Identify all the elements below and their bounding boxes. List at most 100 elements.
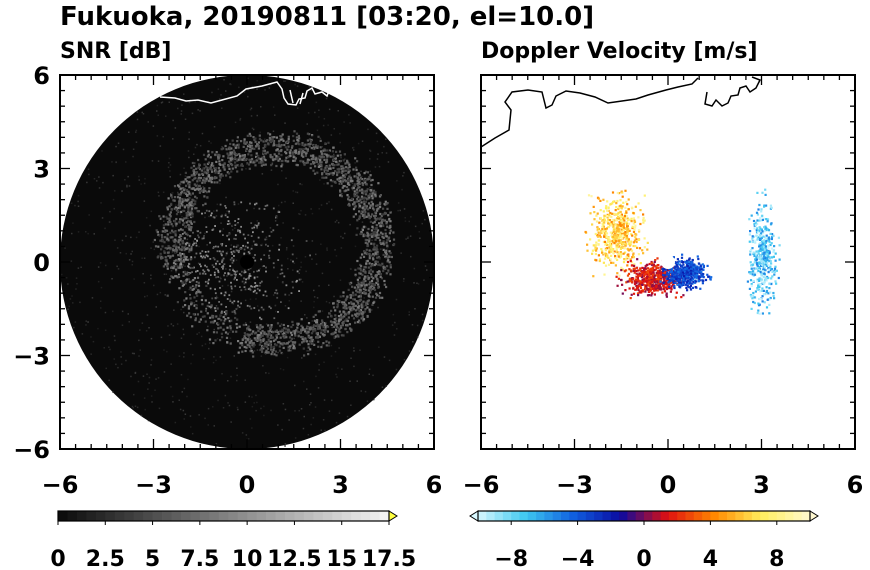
snr-noise-pixel (257, 155, 260, 157)
doppler-echo-pixel (605, 236, 608, 239)
doppler-echo-pixel (643, 274, 646, 277)
snr-echo-pixel (214, 297, 217, 300)
doppler-echo-pixel (619, 245, 622, 248)
snr-echo-pixel (187, 208, 190, 212)
doppler-echo-pixel (698, 266, 701, 269)
snr-noise-pixel (236, 244, 238, 246)
snr-noise-pixel (167, 166, 170, 169)
doppler-echo-pixel (646, 248, 649, 251)
doppler-echo-pixel (590, 195, 593, 198)
doppler-echo-pixel (612, 223, 615, 226)
snr-noise-pixel (188, 156, 190, 159)
snr-noise-pixel (372, 236, 375, 238)
snr-echo-pixel (246, 209, 248, 212)
snr-echo-pixel (359, 267, 362, 270)
snr-echo-pixel (251, 147, 254, 150)
snr-echo-pixel (255, 202, 258, 205)
snr-echo-pixel (330, 184, 333, 188)
snr-noise-pixel (175, 204, 177, 206)
snr-noise-pixel (90, 336, 92, 338)
snr-noise-pixel (336, 219, 338, 222)
snr-echo-pixel (212, 164, 215, 167)
snr-echo-pixel (380, 231, 383, 234)
snr-echo-pixel (367, 240, 371, 243)
snr-echo-pixel (374, 195, 377, 198)
snr-noise-pixel (381, 248, 383, 250)
doppler-echo-pixel (621, 243, 624, 246)
snr-noise-pixel (160, 102, 163, 104)
snr-noise-pixel (189, 415, 192, 417)
snr-noise-pixel (226, 251, 229, 253)
doppler-echo-pixel (617, 211, 620, 214)
doppler-echo-pixel (641, 273, 644, 276)
snr-echo-pixel (336, 304, 339, 307)
snr-noise-pixel (335, 373, 337, 376)
snr-echo-pixel (379, 225, 383, 228)
snr-noise-pixel (253, 350, 256, 352)
snr-echo-pixel (213, 246, 215, 248)
snr-echo-pixel (225, 306, 227, 308)
snr-echo-pixel (278, 248, 280, 251)
doppler-echo-pixel (655, 278, 658, 281)
snr-noise-pixel (109, 348, 111, 351)
doppler-echo-pixel (636, 285, 639, 289)
snr-echo-pixel (253, 226, 256, 229)
snr-echo-pixel (194, 256, 196, 259)
snr-echo-pixel (281, 163, 284, 166)
snr-echo-pixel (179, 182, 182, 186)
snr-echo-pixel (352, 317, 356, 320)
doppler-echo-pixel (609, 250, 613, 253)
snr-noise-pixel (138, 179, 140, 181)
snr-echo-pixel (195, 300, 198, 302)
snr-noise-pixel (127, 313, 129, 315)
snr-echo-pixel (357, 267, 360, 270)
snr-echo-pixel (282, 346, 285, 349)
snr-noise-pixel (170, 363, 172, 365)
snr-echo-pixel (211, 229, 214, 231)
snr-echo-pixel (251, 285, 254, 288)
snr-noise-pixel (324, 143, 326, 145)
snr-noise-pixel (339, 141, 341, 144)
snr-echo-pixel (211, 170, 214, 173)
snr-echo-pixel (320, 161, 323, 164)
snr-noise-pixel (184, 175, 187, 177)
snr-echo-pixel (348, 183, 351, 186)
snr-noise-pixel (231, 224, 234, 227)
snr-echo-pixel (243, 154, 246, 157)
snr-echo-pixel (304, 330, 307, 333)
snr-echo-pixel (205, 265, 208, 268)
doppler-echo-pixel (670, 269, 674, 272)
snr-noise-pixel (244, 379, 246, 381)
doppler-echo-pixel (595, 249, 598, 252)
snr-echo-pixel (287, 138, 290, 141)
snr-echo-pixel (166, 262, 170, 265)
doppler-echo-pixel (606, 200, 609, 203)
doppler-panel: −6 −3 0 3 6 (463, 74, 863, 499)
snr-echo-pixel (342, 170, 346, 173)
doppler-echo-pixel (636, 269, 640, 272)
snr-echo-pixel (343, 315, 346, 318)
snr-noise-pixel (270, 169, 273, 171)
snr-noise-pixel (323, 183, 325, 185)
snr-echo-pixel (178, 287, 181, 290)
snr-noise-pixel (71, 232, 73, 235)
snr-echo-pixel (385, 222, 388, 225)
snr-echo-pixel (359, 269, 363, 272)
doppler-echo-pixel (608, 251, 611, 254)
snr-echo-pixel (371, 303, 374, 306)
snr-echo-pixel (279, 324, 282, 328)
snr-echo-pixel (358, 216, 361, 219)
snr-echo-pixel (217, 327, 220, 330)
snr-echo-pixel (244, 339, 248, 342)
snr-noise-pixel (340, 156, 342, 159)
snr-echo-pixel (292, 139, 295, 142)
snr-noise-pixel (264, 89, 266, 91)
snr-echo-pixel (342, 334, 345, 337)
snr-noise-pixel (125, 235, 127, 237)
snr-echo-pixel (194, 200, 197, 203)
snr-echo-pixel (223, 274, 225, 277)
snr-echo-pixel (374, 263, 377, 266)
snr-noise-pixel (259, 268, 261, 270)
doppler-echo-pixel (631, 256, 634, 259)
snr-noise-pixel (272, 106, 275, 108)
